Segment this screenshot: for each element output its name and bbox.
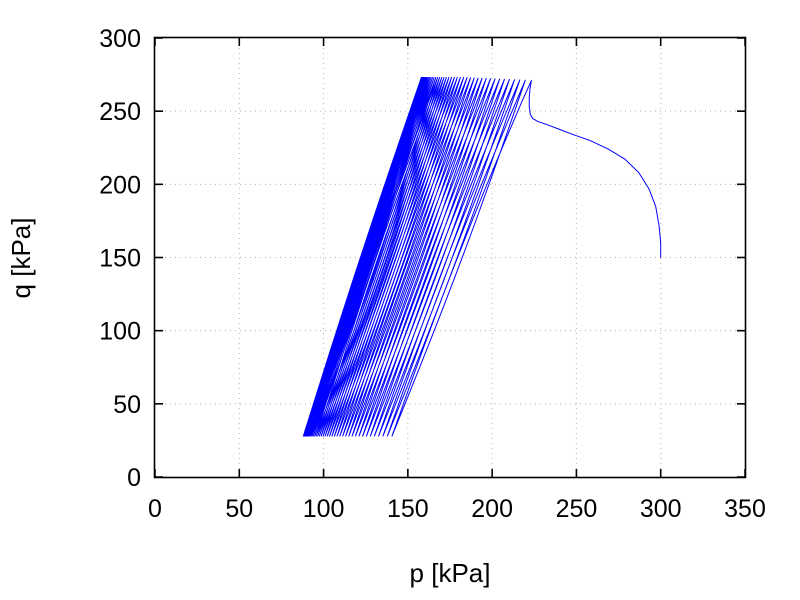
y-tick-label: 100 bbox=[99, 318, 141, 346]
data-series-layer bbox=[302, 77, 662, 437]
y-tick-label: 150 bbox=[99, 245, 141, 273]
x-tick-label: 50 bbox=[225, 495, 253, 523]
x-tick-label: 150 bbox=[387, 495, 429, 523]
x-tick-label: 200 bbox=[471, 495, 513, 523]
x-tick-label: 300 bbox=[640, 495, 682, 523]
x-axis-tick-labels: 0 50 100 150 200 250 300 350 bbox=[148, 495, 766, 523]
y-tick-label: 0 bbox=[127, 464, 141, 492]
x-tick-label: 0 bbox=[148, 495, 162, 523]
y-tick-label: 50 bbox=[113, 391, 141, 419]
y-tick-label: 200 bbox=[99, 171, 141, 199]
plot-frame bbox=[153, 36, 747, 479]
x-tick-label: 250 bbox=[556, 495, 598, 523]
y-tick-label: 300 bbox=[99, 25, 141, 53]
y-axis-title: q [kPa] bbox=[6, 218, 36, 299]
x-axis-title: p [kPa] bbox=[410, 558, 491, 588]
y-axis-tick-labels: 0 50 100 150 200 250 300 bbox=[99, 25, 141, 492]
stress-path-curve bbox=[302, 77, 662, 437]
x-tick-label: 100 bbox=[303, 495, 345, 523]
y-tick-label: 250 bbox=[99, 98, 141, 126]
x-tick-label: 350 bbox=[724, 495, 766, 523]
